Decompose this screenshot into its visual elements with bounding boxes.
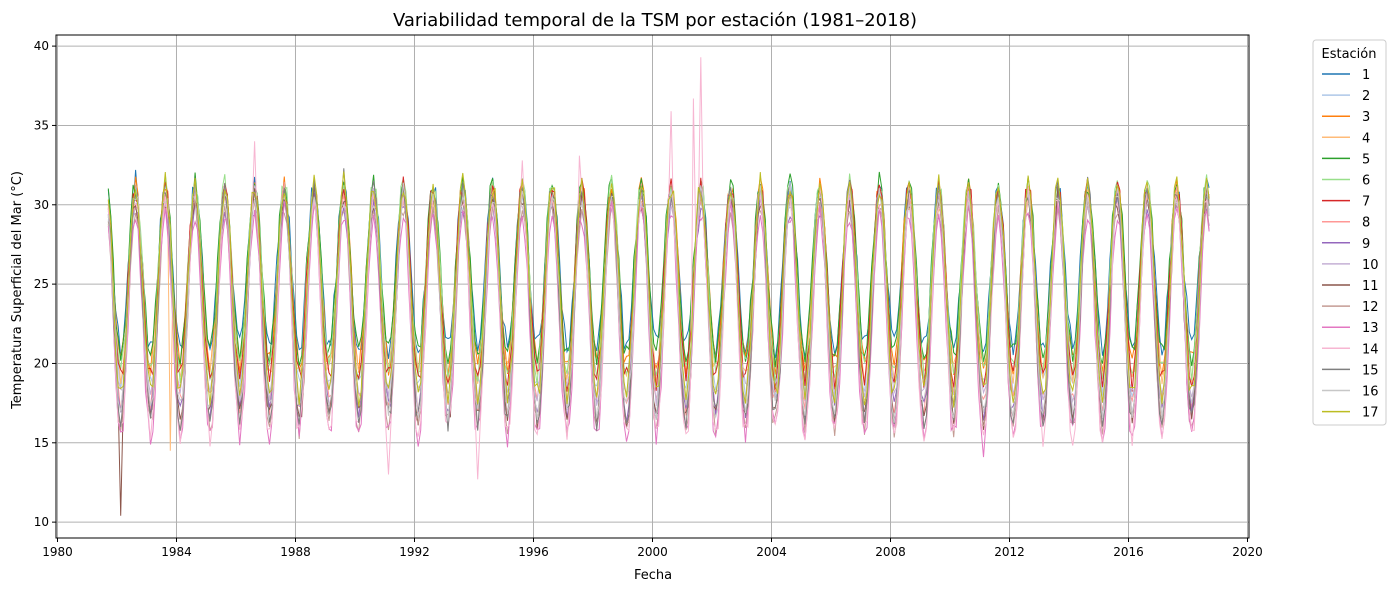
y-tick-label: 35: [34, 118, 49, 132]
legend-label-6: 6: [1362, 174, 1370, 189]
legend-label-10: 10: [1362, 258, 1379, 273]
series-line-17: [107, 171, 1210, 408]
x-tick-label: 1996: [518, 545, 549, 559]
x-tick-label: 2000: [637, 545, 668, 559]
legend-label-15: 15: [1362, 363, 1379, 378]
series-line-14: [107, 57, 1210, 480]
y-tick-label: 15: [34, 436, 49, 450]
y-axis-label: Temperatura Superficial del Mar (°C): [10, 171, 25, 410]
legend-label-16: 16: [1362, 385, 1379, 400]
legend-label-5: 5: [1362, 152, 1370, 167]
series-lines: [107, 57, 1210, 516]
legend-label-11: 11: [1362, 279, 1379, 294]
x-tick-label: 2020: [1232, 545, 1263, 559]
legend-label-9: 9: [1362, 237, 1370, 252]
legend-label-7: 7: [1362, 195, 1370, 210]
x-tick-label: 1988: [280, 545, 311, 559]
legend-label-8: 8: [1362, 216, 1370, 231]
x-tick-label: 2016: [1113, 545, 1144, 559]
legend-label-12: 12: [1362, 300, 1379, 315]
y-tick-label: 40: [34, 39, 49, 53]
legend-title: Estación: [1321, 47, 1376, 62]
x-axis-ticks: 1980 1984 1988 1992 1996 2000 2004 2008 2012 2016…: [42, 538, 1263, 559]
legend-box: [1312, 39, 1387, 426]
legend-label-13: 13: [1362, 321, 1379, 336]
series-line-7: [107, 176, 1210, 392]
legend-label-14: 14: [1362, 342, 1379, 357]
x-tick-label: 2008: [875, 545, 906, 559]
x-tick-label: 2004: [756, 545, 787, 559]
x-axis-label: Fecha: [634, 568, 672, 583]
legend-label-2: 2: [1362, 89, 1370, 104]
y-tick-label: 30: [34, 198, 49, 212]
legend-label-17: 17: [1362, 406, 1379, 421]
y-tick-label: 20: [34, 356, 49, 370]
y-tick-label: 25: [34, 277, 49, 291]
x-tick-label: 2012: [994, 545, 1025, 559]
x-tick-label: 1992: [399, 545, 430, 559]
legend-label-4: 4: [1362, 131, 1370, 146]
x-tick-label: 1980: [42, 545, 73, 559]
y-tick-label: 10: [34, 515, 49, 529]
legend-label-1: 1: [1362, 68, 1370, 83]
x-tick-label: 1984: [161, 545, 192, 559]
y-axis-ticks: 10 15 20 25 30 35 40: [34, 39, 56, 529]
legend-label-3: 3: [1362, 110, 1370, 125]
chart-title: Variabilidad temporal de la TSM por esta…: [393, 10, 917, 31]
